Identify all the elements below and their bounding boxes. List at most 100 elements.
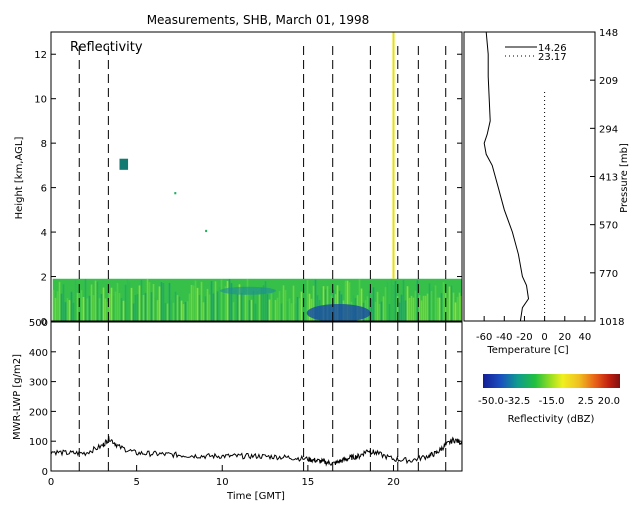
cloud-streak <box>178 296 181 321</box>
cloud-streak <box>146 279 149 321</box>
cloud-streak <box>150 292 153 321</box>
cloud-streak <box>436 297 439 321</box>
temperature-x-tick-label: -60 <box>476 332 492 343</box>
reflectivity-ylabel: Height [km,AGL] <box>14 137 25 220</box>
cloud-streak <box>250 299 253 321</box>
cloud-streak <box>100 293 103 321</box>
cloud-streak <box>400 294 403 321</box>
cloud-streak <box>262 285 265 321</box>
pressure-tick-label: 209 <box>599 76 618 87</box>
lwp-frame <box>50 321 463 472</box>
cloud-streak <box>66 298 69 321</box>
cloud-streak <box>164 303 167 321</box>
cloud-streak <box>180 300 183 321</box>
cloud-streak <box>266 294 269 321</box>
cloud-streak <box>442 282 445 321</box>
cloud-streak <box>264 281 267 321</box>
cloud-streak <box>130 287 133 321</box>
cloud-streak <box>102 287 105 321</box>
lwp-x-tick-label: 0 <box>48 477 54 488</box>
lwp-y-tick-label: 100 <box>29 437 48 448</box>
cloud-streak <box>190 284 193 321</box>
cloud-streak <box>312 285 315 321</box>
cloud-streak <box>120 298 123 321</box>
lwp-y-tick-label: 200 <box>29 407 48 418</box>
cloud-streak <box>136 294 139 321</box>
cloud-streak <box>290 303 293 321</box>
cloud-streak <box>452 292 455 321</box>
cloud-streak <box>366 296 369 321</box>
lwp-ylabel: MWR-LWP [g/m2] <box>12 354 23 440</box>
cloud-streak <box>98 298 101 321</box>
cloud-streak <box>114 291 117 321</box>
cloud-streak <box>214 281 217 321</box>
reflectivity-features <box>52 158 463 322</box>
cloud-streak <box>420 300 423 321</box>
cloud-streak <box>74 279 77 321</box>
temperature-x-tick-label: 40 <box>579 332 592 343</box>
lwp-panel: 0 100 200 300 400 500 0 5 10 15 20 MWR-LWP [g/m2]… <box>12 318 463 502</box>
cloud-streak <box>296 297 299 321</box>
cloud-streak <box>422 295 425 321</box>
reflectivity-panel: Reflectivity 0 2 4 6 8 10 12 Height [km,AGL] <box>14 31 463 328</box>
cloud-streak <box>306 280 309 321</box>
reflectivity-band <box>219 286 276 295</box>
reflectivity-dashed-lines <box>78 46 447 321</box>
cloud-streak <box>170 300 173 321</box>
cloud-streak <box>268 299 271 321</box>
lwp-dashed-lines <box>78 322 447 471</box>
cloud-streak <box>392 285 395 321</box>
cloud-streak <box>228 279 231 321</box>
pressure-tick-label: 413 <box>599 173 618 184</box>
colorbar-gradient <box>483 374 620 388</box>
cloud-streak <box>314 279 317 321</box>
cloud-streak <box>398 302 401 321</box>
cloud-streak <box>336 285 339 321</box>
cloud-streak <box>236 294 239 321</box>
cloud-streak <box>212 293 215 321</box>
cloud-streak <box>222 293 225 321</box>
cloud-streak <box>382 296 385 321</box>
cloud-streak <box>68 300 71 321</box>
temperature-xlabel: Temperature [C] <box>486 345 568 356</box>
cloud-streak <box>132 303 135 321</box>
cloud-streak <box>424 295 427 321</box>
cloud-streak <box>456 296 459 321</box>
cloud-streak <box>70 291 73 321</box>
cloud-streak <box>168 283 171 321</box>
cloud-streak <box>348 282 351 321</box>
cloud-streak <box>138 285 141 321</box>
cloud-streak <box>284 290 287 321</box>
cloud-streak <box>78 299 81 321</box>
cloud-streak <box>72 302 75 321</box>
cloud-streak <box>226 280 229 321</box>
cloud-streak <box>174 291 177 321</box>
cloud-streak <box>94 280 97 321</box>
lwp-x-axis: 0 5 10 15 20 <box>48 465 400 488</box>
reflectivity-frame <box>50 31 463 322</box>
cloud-streak <box>220 279 223 321</box>
cloud-streak <box>346 280 349 321</box>
cloud-streak <box>186 301 189 321</box>
cloud-streak <box>112 295 115 321</box>
reflectivity-feature <box>119 158 129 170</box>
cloud-streak <box>192 285 195 321</box>
cloud-streak <box>82 296 85 321</box>
temperature-profile-line <box>483 31 530 322</box>
cloud-streak <box>294 303 297 321</box>
reflectivity-y-axis: 0 2 4 6 8 10 12 <box>34 50 462 328</box>
cloud-streak <box>384 287 387 321</box>
cloud-streak <box>242 285 245 321</box>
cloud-streak <box>406 286 409 321</box>
cloud-streak <box>394 280 397 321</box>
cloud-streak <box>380 301 383 321</box>
cloud-streak <box>288 298 291 321</box>
chart-title: Measurements, SHB, March 01, 1998 <box>147 13 370 27</box>
cloud-streak <box>118 292 121 321</box>
pressure-ylabel: Pressure [mb] <box>619 143 630 213</box>
reflectivity-feature <box>174 192 177 195</box>
lwp-series-line <box>50 436 463 467</box>
cloud-streak <box>92 295 95 321</box>
colorbar-ticks: -50.0 -32.5 -15.0 2.5 20.0 <box>478 396 620 407</box>
cloud-streak <box>370 298 373 321</box>
